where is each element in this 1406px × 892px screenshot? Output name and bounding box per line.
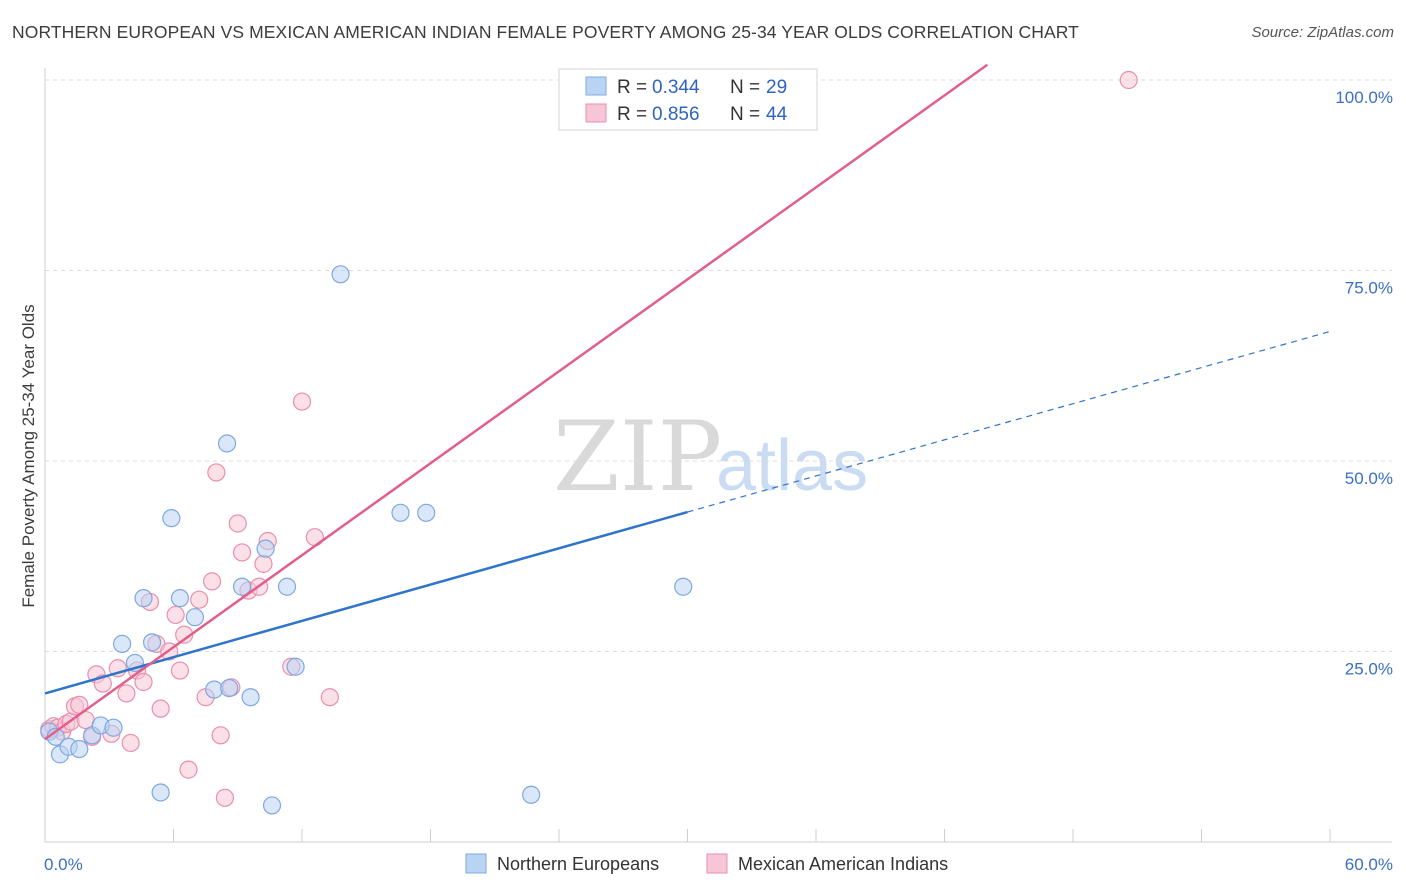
mexican-american-indians-point-15 — [121, 733, 140, 753]
northern-europeans-point-16 — [205, 680, 224, 699]
mexican-american-indians-point-28 — [202, 572, 222, 591]
bottom-legend-label-blue: Northern Europeans — [497, 854, 659, 874]
chart-title: NORTHERN EUROPEAN VS MEXICAN AMERICAN IN… — [12, 22, 1079, 42]
legend-swatch-pink — [585, 103, 607, 123]
northern-europeans-point-7 — [104, 718, 123, 737]
grid — [45, 79, 1392, 652]
legend-r-label-0: R = — [617, 77, 647, 98]
mexican-american-indians-point-23 — [170, 661, 190, 680]
mexican-american-indians-point-43 — [1119, 70, 1138, 90]
mexican-american-indians-point-40 — [292, 392, 312, 411]
legend-n-label-0: N = — [730, 77, 760, 98]
x-ticks — [44, 829, 1331, 842]
bottom-legend-swatch-pink — [706, 853, 728, 874]
northern-europeans-point-26 — [391, 503, 410, 522]
trend-line-northern-europeans-extension — [687, 330, 1331, 513]
legend-r-value-0: 0.344 — [652, 77, 700, 98]
northern-europeans-point-15 — [185, 608, 205, 627]
northern-europeans-point-25 — [331, 265, 350, 284]
northern-europeans-point-17 — [217, 434, 237, 453]
legend-swatch-blue — [585, 76, 607, 96]
mexican-american-indians-point-37 — [254, 554, 273, 573]
northern-europeans-point-13 — [162, 509, 181, 528]
legend: R = 0.344 N = 29 R = 0.856 N = 44 — [558, 68, 818, 131]
northern-europeans-point-11 — [142, 633, 162, 652]
mexican-american-indians-point-25 — [179, 760, 198, 779]
northern-europeans-point-4 — [70, 739, 89, 759]
northern-europeans-point-22 — [262, 796, 282, 815]
bottom-legend-label-pink: Mexican American Indians — [738, 854, 948, 874]
watermark-zip: ZIP — [553, 401, 722, 513]
legend-n-label-1: N = — [730, 104, 760, 125]
trend-line-mexican-american-indians — [44, 63, 989, 741]
mexican-american-indians-point-14 — [117, 684, 136, 703]
bottom-legend-swatch-blue — [465, 853, 487, 874]
source-label: Source: ZipAtlas.com — [1251, 24, 1394, 41]
x-tick-label-max: 60.0% — [1345, 855, 1393, 874]
legend-r-value-1: 0.856 — [652, 104, 700, 125]
y-tick-labels: 25.0% 50.0% 75.0% 100.0% — [1335, 88, 1393, 679]
watermark-atlas: atlas — [716, 426, 868, 506]
northern-europeans-point-12 — [151, 783, 170, 802]
mexican-american-indians-point-30 — [211, 726, 230, 745]
northern-europeans-point-29 — [674, 577, 693, 596]
legend-n-value-1: 44 — [766, 104, 788, 125]
mexican-american-indians-point-20 — [151, 699, 170, 718]
mexican-american-indians-point-34 — [232, 543, 252, 562]
series-northern-europeans — [40, 265, 693, 815]
y-tick-label-25: 25.0% — [1345, 660, 1393, 679]
northern-europeans-point-23 — [277, 577, 297, 596]
northern-europeans-point-27 — [417, 503, 436, 522]
northern-europeans-point-14 — [170, 589, 190, 608]
mexican-american-indians-point-26 — [190, 590, 209, 609]
northern-europeans-point-24 — [286, 657, 305, 676]
mexican-american-indians-point-22 — [166, 605, 185, 625]
mexican-american-indians-point-33 — [228, 514, 247, 533]
y-tick-label-75: 75.0% — [1345, 279, 1393, 298]
northern-europeans-point-18 — [220, 678, 239, 698]
northern-europeans-point-21 — [256, 539, 275, 558]
northern-europeans-point-28 — [522, 785, 541, 804]
trend-lines — [44, 63, 1331, 741]
y-axis-title: Female Poverty Among 25-34 Year Olds — [19, 304, 38, 607]
bottom-legend: Northern Europeans Mexican American Indi… — [465, 853, 948, 874]
northern-europeans-point-8 — [112, 634, 132, 653]
x-tick-label-min: 0.0% — [44, 855, 83, 874]
northern-europeans-point-20 — [241, 688, 260, 707]
y-tick-label-50: 50.0% — [1345, 469, 1393, 488]
northern-europeans-point-10 — [134, 589, 153, 608]
mexican-american-indians-point-17 — [134, 672, 153, 692]
northern-europeans-point-19 — [232, 577, 252, 596]
mexican-american-indians-point-42 — [320, 688, 339, 707]
mexican-american-indians-point-29 — [207, 463, 226, 482]
y-tick-label-100: 100.0% — [1335, 88, 1393, 107]
mexican-american-indians-point-31 — [215, 788, 234, 807]
legend-n-value-0: 29 — [766, 77, 787, 98]
legend-r-label-1: R = — [617, 104, 647, 125]
